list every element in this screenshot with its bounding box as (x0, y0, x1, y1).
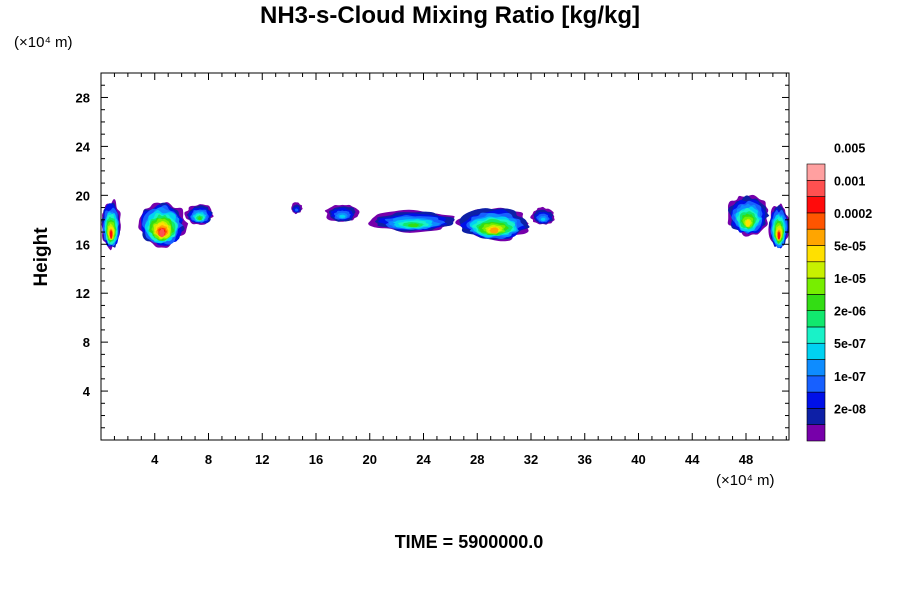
plot-frame (100, 72, 790, 441)
colorbar-swatch (806, 261, 826, 279)
colorbar-swatch (806, 424, 826, 442)
x-tick-label: 28 (470, 452, 484, 467)
x-tick-label: 8 (205, 452, 212, 467)
y-tick-label: 20 (76, 188, 90, 203)
y-tick-label: 16 (76, 237, 90, 252)
cloud-contour (407, 223, 419, 228)
y-tick-label: 24 (76, 139, 91, 154)
colorbar-swatch (806, 277, 826, 295)
colorbar-swatch (806, 163, 826, 181)
colorbar-swatch (806, 391, 826, 409)
x-tick-label: 36 (578, 452, 592, 467)
colorbar-swatch (806, 359, 826, 377)
colorbar-swatch (806, 212, 826, 230)
colorbar-swatch (806, 196, 826, 214)
colorbar-swatch (806, 408, 826, 426)
colorbar-label: 1e-05 (834, 272, 866, 286)
colorbar-label: 5e-05 (834, 239, 866, 253)
colorbar: 2e-08 1e-07 5e-07 2e-06 1e-05 5e-05 0.0002 0.00… (806, 142, 872, 442)
time-footer: TIME = 5900000.0 (394, 532, 544, 552)
x-tick-label: 40 (631, 452, 645, 467)
colorbar-swatch (806, 294, 826, 311)
y-tick-label: 28 (76, 90, 90, 105)
cloud-contour (159, 228, 165, 238)
colorbar-label: 5e-07 (834, 337, 866, 351)
x-axis-unit: (×10⁴ m) (716, 472, 775, 489)
y-axis-unit: (×10⁴ m) (14, 34, 73, 51)
colorbar-swatch (806, 245, 826, 263)
cloud-contour (745, 219, 751, 227)
x-axis: 4 8 12 16 20 24 28 32 36 40 44 48 (113, 73, 787, 467)
colorbar-label: 0.0002 (834, 207, 872, 221)
colorbar-swatch (806, 326, 826, 344)
x-tick-label: 24 (416, 452, 431, 467)
colorbar-swatch (806, 375, 826, 393)
cloud-contour (777, 231, 781, 240)
colorbar-swatch (806, 310, 826, 328)
cloud-contour (540, 217, 546, 222)
colorbar-label: 0.005 (834, 142, 865, 156)
colorbar-swatch (806, 179, 826, 197)
cloud-contour (339, 214, 346, 219)
x-tick-label: 12 (255, 452, 269, 467)
colorbar-label: 1e-07 (834, 370, 866, 384)
chart-title: NH3-s-Cloud Mixing Ratio [kg/kg] (260, 2, 640, 29)
x-tick-label: 32 (524, 452, 538, 467)
y-tick-label: 8 (83, 335, 90, 350)
colorbar-label: 0.001 (834, 174, 865, 188)
cloud-contour (294, 208, 299, 212)
x-tick-label: 16 (309, 452, 323, 467)
x-tick-label: 4 (151, 452, 159, 467)
cloud-field (101, 194, 789, 251)
colorbar-label: 2e-08 (834, 402, 866, 416)
colorbar-label: 2e-06 (834, 305, 866, 319)
colorbar-swatch (806, 228, 826, 246)
x-tick-label: 48 (739, 452, 753, 467)
cloud-contour (109, 230, 113, 240)
cloud-contour (489, 227, 499, 234)
y-tick-label: 12 (76, 286, 90, 301)
y-axis: 4 8 12 16 20 24 28 (76, 84, 789, 429)
x-tick-label: 20 (363, 452, 377, 467)
y-tick-label: 4 (83, 384, 91, 399)
colorbar-swatch (806, 342, 826, 360)
x-tick-label: 44 (685, 452, 700, 467)
cloud-contour (197, 216, 202, 221)
